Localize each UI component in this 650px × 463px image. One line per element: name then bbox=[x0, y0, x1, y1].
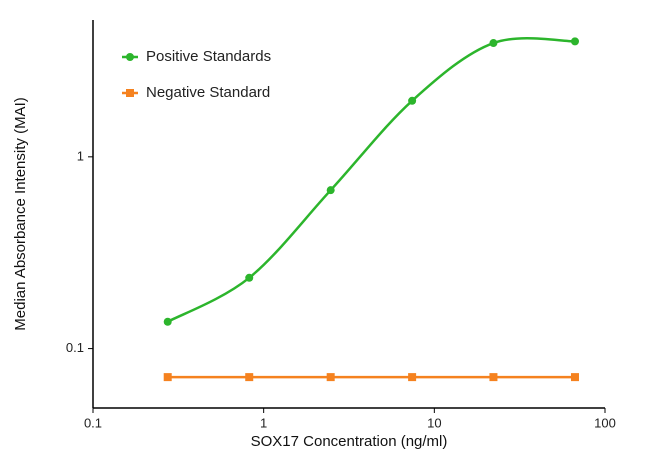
data-point bbox=[570, 373, 579, 382]
data-point bbox=[570, 37, 579, 46]
x-tick-label: 10 bbox=[427, 415, 441, 430]
data-point bbox=[408, 96, 417, 105]
data-point bbox=[163, 317, 172, 326]
y-tick-label: 1 bbox=[77, 148, 84, 163]
series-line bbox=[167, 37, 576, 323]
data-point bbox=[326, 186, 335, 195]
data-point bbox=[489, 39, 498, 48]
legend-text: Negative Standard bbox=[146, 84, 270, 101]
data-point bbox=[245, 273, 254, 282]
x-tick-label: 0.1 bbox=[84, 415, 102, 430]
legend-text: Positive Standards bbox=[146, 48, 271, 65]
data-point bbox=[245, 373, 254, 382]
y-tick-label: 0.1 bbox=[66, 340, 84, 355]
legend-marker bbox=[126, 53, 134, 61]
x-tick-label: 100 bbox=[594, 415, 616, 430]
x-tick-label: 1 bbox=[260, 415, 267, 430]
data-point bbox=[163, 373, 172, 382]
data-point bbox=[326, 373, 335, 382]
legend-marker bbox=[126, 89, 134, 97]
y-axis-title: Median Absorbance Intensity (MAI) bbox=[12, 97, 29, 330]
x-axis-title: SOX17 Concentration (ng/ml) bbox=[251, 433, 448, 450]
data-point bbox=[489, 373, 498, 382]
data-point bbox=[408, 373, 417, 382]
